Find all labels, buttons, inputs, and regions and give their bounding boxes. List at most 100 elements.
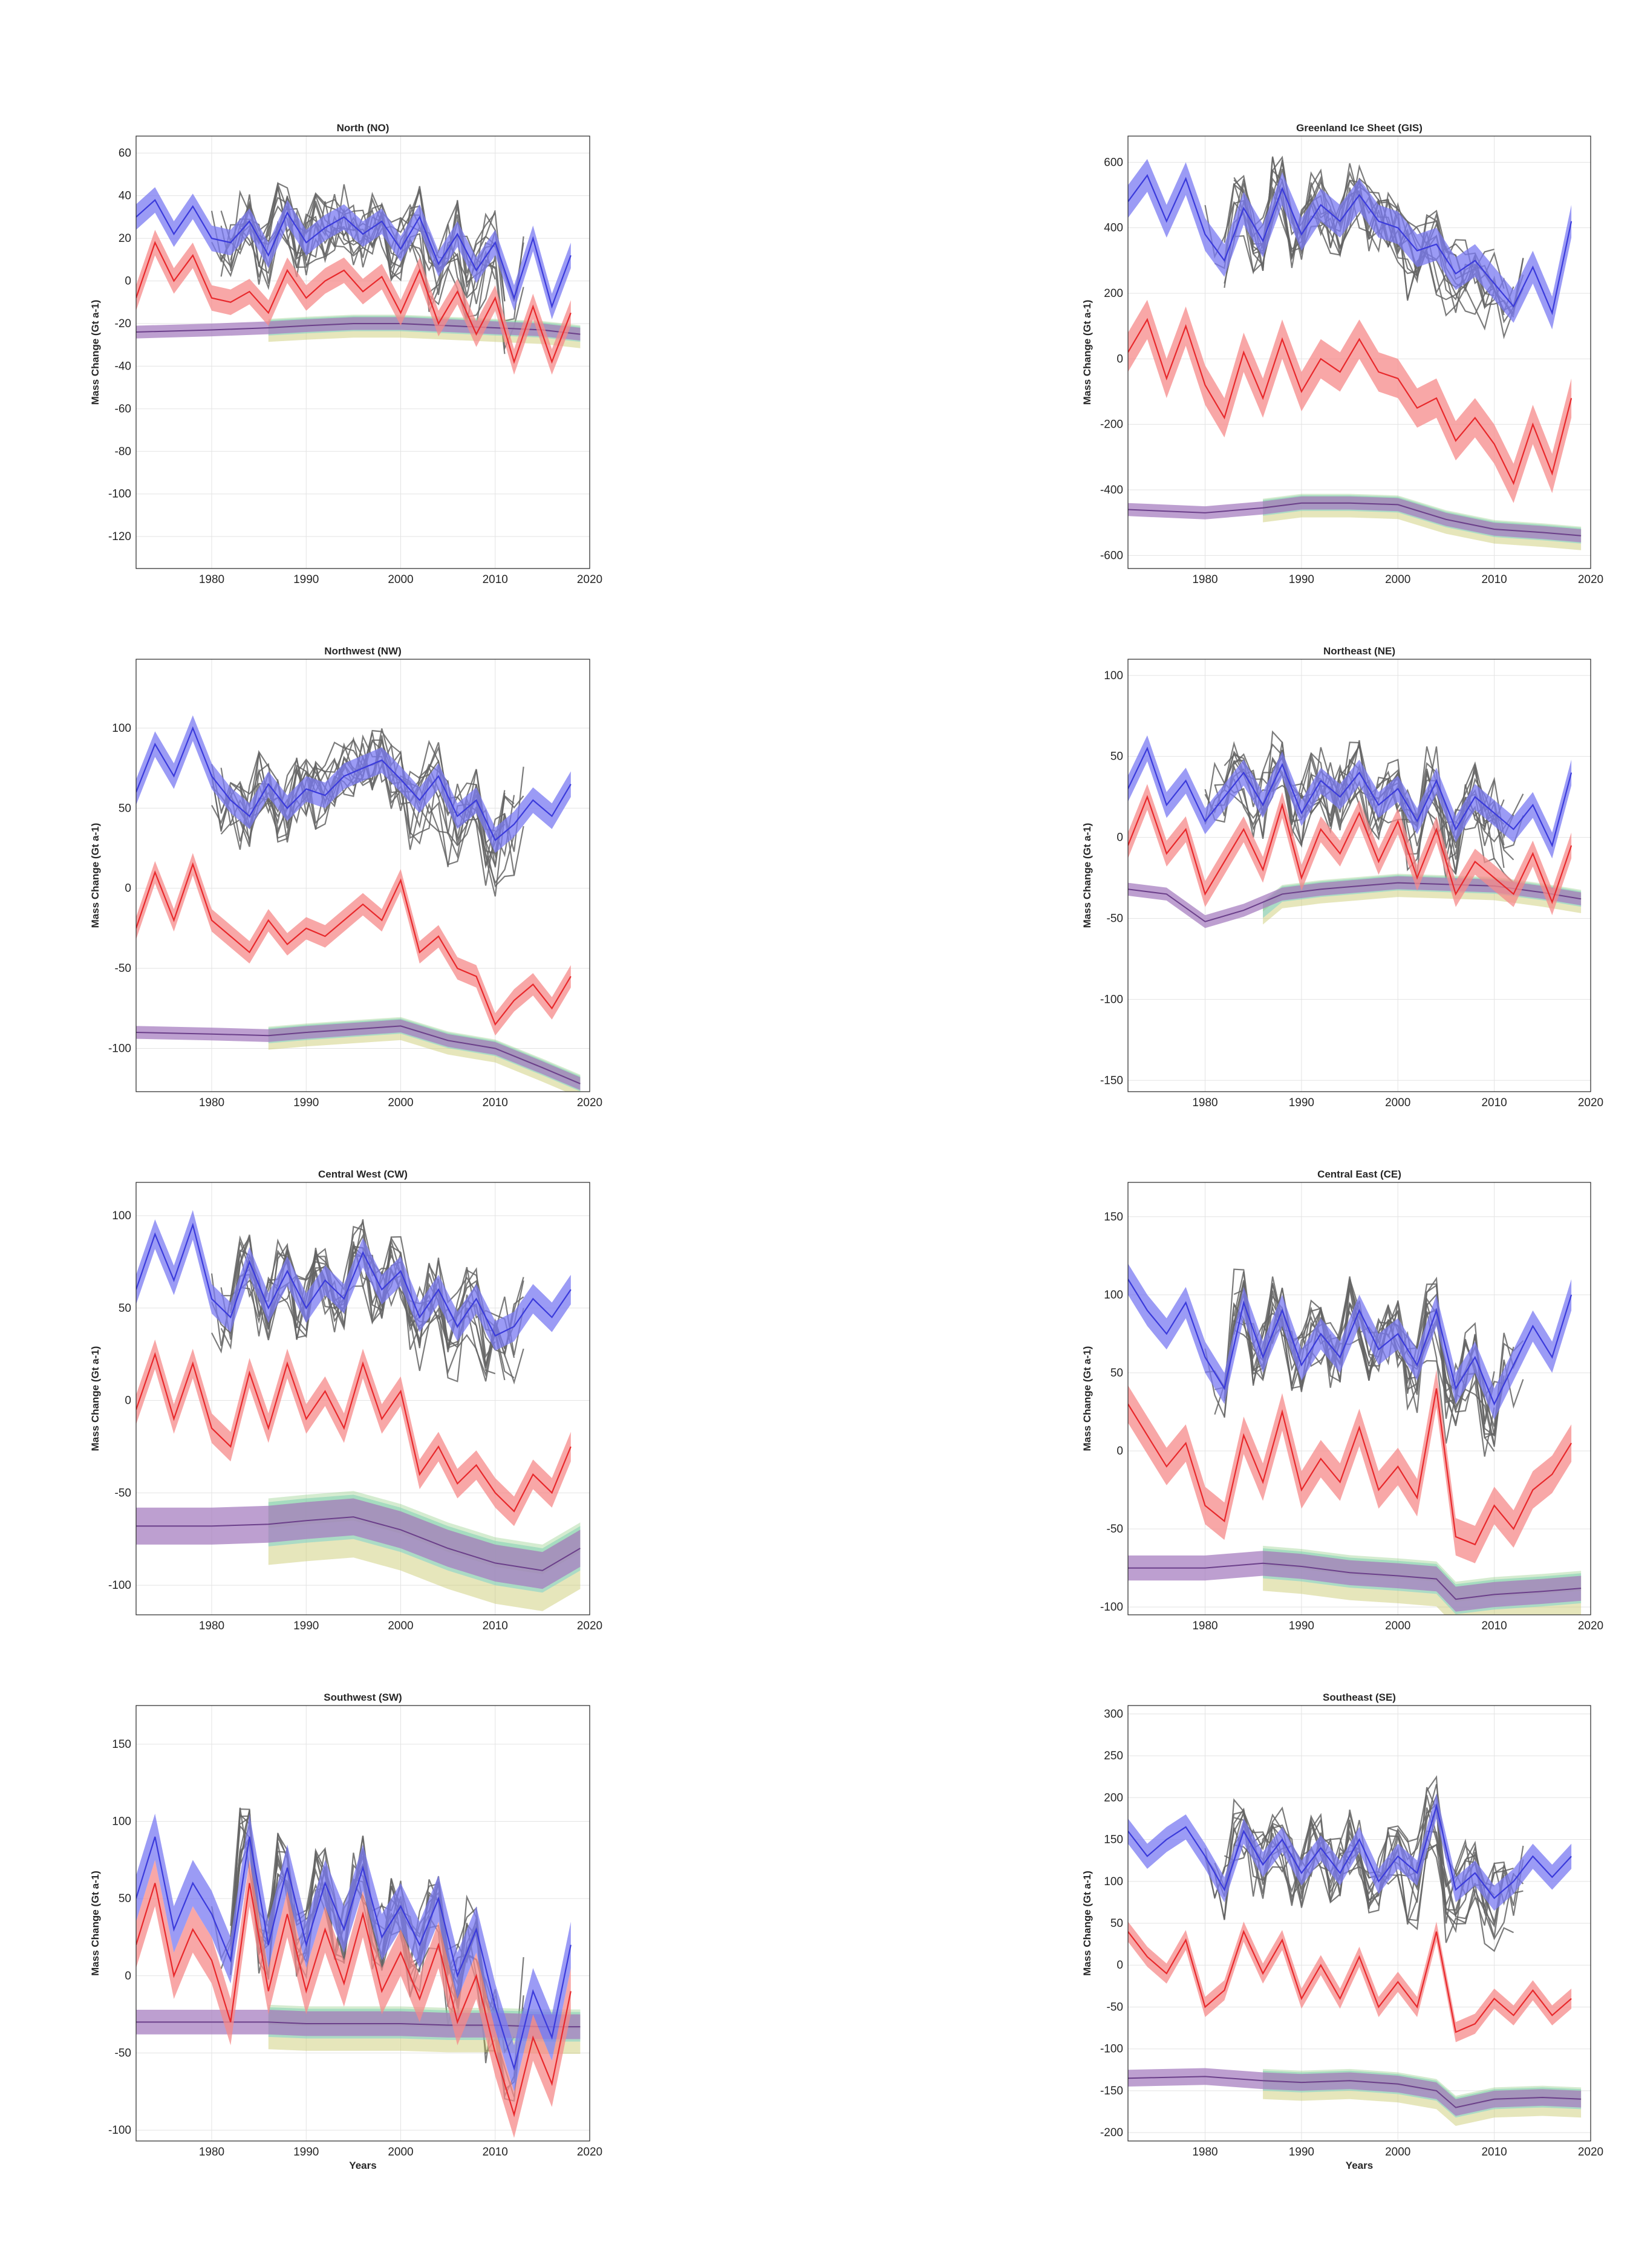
y-axis-label: Mass Change (Gt a-1) [1081, 823, 1093, 928]
x-tick-label: 1980 [1192, 2146, 1217, 2159]
y-tick-label: 150 [1104, 1211, 1123, 1224]
y-axis-label: Mass Change (Gt a-1) [90, 1871, 101, 1976]
x-tick-label: 2000 [1385, 1620, 1410, 1632]
smb-band [1128, 1793, 1572, 1911]
plot-layer [1128, 1775, 1582, 2126]
y-tick-label: 0 [125, 1970, 131, 1983]
y-tick-label: -100 [108, 2124, 131, 2137]
y-tick-label: -50 [115, 2047, 131, 2059]
x-tick-label: 1990 [293, 1097, 319, 1109]
y-tick-label: -80 [115, 445, 131, 458]
total-band [1128, 1369, 1572, 1563]
x-tick-label: 2000 [388, 1097, 413, 1109]
x-tick-label: 2020 [577, 1097, 602, 1109]
x-tick-label: 1980 [199, 573, 224, 586]
axes-frame [135, 135, 590, 569]
plot-layer [136, 1807, 581, 2138]
x-tick-label: 2020 [1578, 573, 1603, 586]
smb-line [136, 726, 572, 841]
panel-title: Greenland Ice Sheet (GIS) [1296, 122, 1423, 134]
panel-2: 1980 1990 2000 2010 20206004002000-200-400-6… [1081, 122, 1603, 586]
plot-layer [1128, 1263, 1582, 1615]
smb-line [1128, 1803, 1572, 1900]
y-tick-label: 100 [112, 1815, 131, 1828]
y-tick-label: 400 [1104, 222, 1123, 235]
y-tick-label: 100 [1104, 1289, 1123, 1302]
x-tick-label: 1990 [293, 573, 319, 586]
discharge-line [1128, 2076, 1582, 2108]
x-tick-label: 2010 [1481, 573, 1507, 586]
y-tick-label: -120 [108, 530, 131, 543]
y-tick-label: -100 [1100, 993, 1123, 1006]
x-tick-label: 2000 [1385, 1097, 1410, 1109]
discharge-band [136, 2010, 581, 2039]
total-line [1128, 1929, 1572, 2033]
ensemble-line [1233, 155, 1505, 316]
x-tick-label: 1990 [1289, 2146, 1314, 2159]
axes-frame [135, 1705, 590, 2142]
ensemble-line [1204, 171, 1505, 289]
smb-line [1128, 1279, 1573, 1406]
y-axis-label: Mass Change (Gt a-1) [1081, 1871, 1093, 1976]
panel-title: Central West (CW) [318, 1168, 408, 1180]
y-tick-label: 40 [119, 190, 131, 203]
x-tick-label: 2000 [388, 2146, 413, 2159]
y-axis-label: Mass Change (Gt a-1) [90, 1346, 101, 1452]
x-tick-label: 2020 [577, 573, 602, 586]
y-tick-label: -600 [1100, 549, 1123, 562]
y-tick-label: 100 [1104, 1875, 1123, 1888]
panel-5: 1980 1990 2000 2010 2020 100 50 0 -50 -100 Central… [90, 1168, 602, 1632]
smb-band [136, 1210, 571, 1351]
panel-title: Southeast (SE) [1323, 1692, 1396, 1703]
smb-band [136, 715, 571, 853]
discharge-band [136, 1019, 581, 1090]
total-band [136, 1860, 571, 2138]
total-band [136, 230, 571, 375]
y-tick-label: 0 [1116, 832, 1123, 844]
y-tick-label: 50 [119, 1302, 131, 1315]
x-tick-label: 1980 [199, 1620, 224, 1632]
discharge-band [1128, 2068, 1582, 2116]
panel-8: 1980 1990 2000 2010 2020 300 250 200 150 100 50 0 -5… [1081, 1692, 1603, 2171]
panel-7: 1980 1990 2000 2010 2020 150 100 50 0 -50 -100 Sout… [90, 1692, 602, 2171]
ensemble-line [239, 193, 506, 354]
y-tick-label: 100 [1104, 670, 1123, 682]
x-tick-label: 2020 [1578, 1097, 1603, 1109]
x-tick-label: 2020 [577, 1620, 602, 1632]
y-tick-label: -150 [1100, 1074, 1123, 1087]
total-band [1128, 299, 1572, 503]
y-tick-label: 100 [112, 1210, 131, 1222]
y-tick-label: 200 [1104, 287, 1123, 300]
y-tick-label: -100 [108, 1579, 131, 1592]
x-tick-label: 2010 [483, 573, 508, 586]
x-tick-label: 2000 [1385, 573, 1410, 586]
plot-layer [1128, 730, 1582, 928]
axes-frame [135, 1182, 590, 1615]
y-tick-label: -100 [1100, 1601, 1123, 1614]
x-tick-label: 1990 [293, 2146, 319, 2159]
y-tick-label: 20 [119, 232, 131, 245]
y-tick-label: 0 [125, 882, 131, 895]
y-tick-label: 600 [1104, 156, 1123, 169]
smb-band [1128, 158, 1572, 330]
y-tick-label: 0 [1116, 1445, 1123, 1458]
y-tick-label: 100 [112, 722, 131, 735]
x-tick-label: 1980 [1192, 1620, 1217, 1632]
plot-layer [1128, 155, 1582, 550]
panel-4: 1980 1990 2000 2010 2020 100 50 0 -50 -100 -150 Nor… [1081, 645, 1603, 1109]
smb-band [1128, 735, 1572, 859]
x-tick-label: 2020 [577, 2146, 602, 2159]
panel-title: Southwest (SW) [324, 1692, 402, 1703]
y-axis-label: Mass Change (Gt a-1) [1081, 300, 1093, 405]
y-tick-label: 0 [125, 1395, 131, 1407]
x-tick-label: 2020 [1578, 1620, 1603, 1632]
panel-title: North (NO) [337, 122, 390, 134]
y-tick-label: 0 [1116, 353, 1123, 365]
x-tick-label: 1990 [1289, 1620, 1314, 1632]
x-tick-label: 1990 [1289, 1097, 1314, 1109]
y-tick-label: -200 [1100, 2126, 1123, 2139]
y-tick-label: -50 [115, 962, 131, 975]
y-tick-label: 50 [119, 802, 131, 815]
panel-3: 1980 1990 2000 2010 2020 100 50 0 -50 -100 Northwe… [90, 645, 602, 1109]
